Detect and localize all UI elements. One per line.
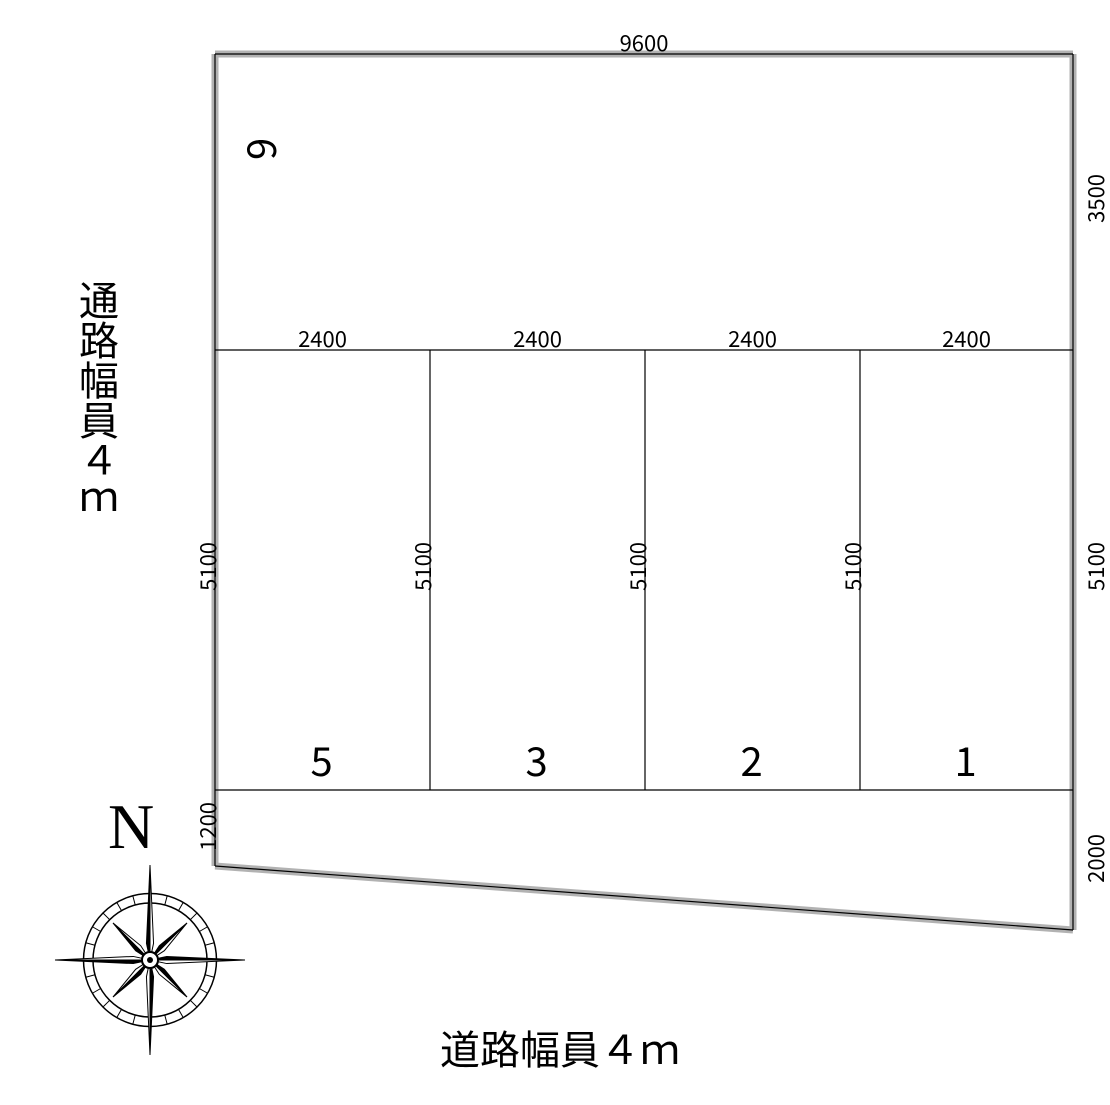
dim-slot-3: 2400 [860,322,1073,354]
dim-depth-0: 5100 [191,542,223,591]
dim-depth-4: 5100 [1079,542,1110,591]
dim-depth-2: 5100 [621,542,653,591]
dim-bottom-left: 1200 [191,802,223,851]
dim-bottom-right: 2000 [1079,834,1110,883]
dim-slot-2: 2400 [645,322,860,354]
slot-number-1: 3 [526,730,548,788]
slot-number-0: 5 [311,730,333,788]
slot-number-3: 1 [955,730,977,788]
dim-depth-3: 5100 [836,542,868,591]
dim-top-total: 9600 [215,26,1073,58]
road-label-bottom: 道路幅員４ｍ [440,1018,680,1076]
dim-depth-1: 5100 [406,542,438,591]
site-plan-diagram: 9600 2400 2400 2400 2400 5100 5100 5100 … [0,0,1110,1105]
dim-right-upper: 3500 [1079,174,1110,223]
slot-number-2: 2 [741,730,763,788]
plan-svg [0,0,1110,1105]
road-label-left: 通路幅員４ｍ [70,280,128,520]
dim-slot-1: 2400 [430,322,645,354]
dim-slot-0: 2400 [215,322,430,354]
dim-upper-left: 9 [230,138,288,160]
compass-n-letter: N [108,790,154,864]
